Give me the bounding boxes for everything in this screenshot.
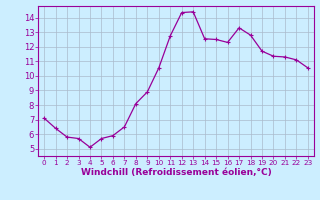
X-axis label: Windchill (Refroidissement éolien,°C): Windchill (Refroidissement éolien,°C) xyxy=(81,168,271,177)
